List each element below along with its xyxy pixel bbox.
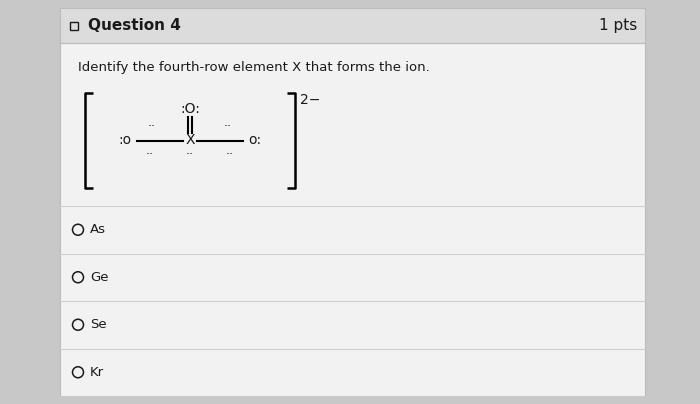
Text: X: X (186, 133, 195, 147)
Bar (60, 8, 645, 396)
Text: ··: ·· (146, 148, 154, 161)
Text: 2−: 2− (300, 93, 321, 107)
Text: Se: Se (90, 318, 106, 331)
Text: Question 4: Question 4 (88, 18, 181, 33)
Text: Identify the fourth-row element X that forms the ion.: Identify the fourth-row element X that f… (78, 61, 430, 74)
Text: o:: o: (248, 133, 262, 147)
Text: 1 pts: 1 pts (598, 18, 637, 33)
Text: ··: ·· (148, 120, 156, 133)
Text: :o: :o (118, 133, 132, 147)
Bar (60, 8, 645, 43)
Text: As: As (90, 223, 106, 236)
Text: ··: ·· (226, 148, 234, 161)
Bar (70, 21, 78, 29)
Text: Kr: Kr (90, 366, 104, 379)
Text: ··: ·· (186, 148, 194, 161)
Text: Ge: Ge (90, 271, 108, 284)
Text: :O:: :O: (180, 102, 200, 116)
Text: ··: ·· (224, 120, 232, 133)
